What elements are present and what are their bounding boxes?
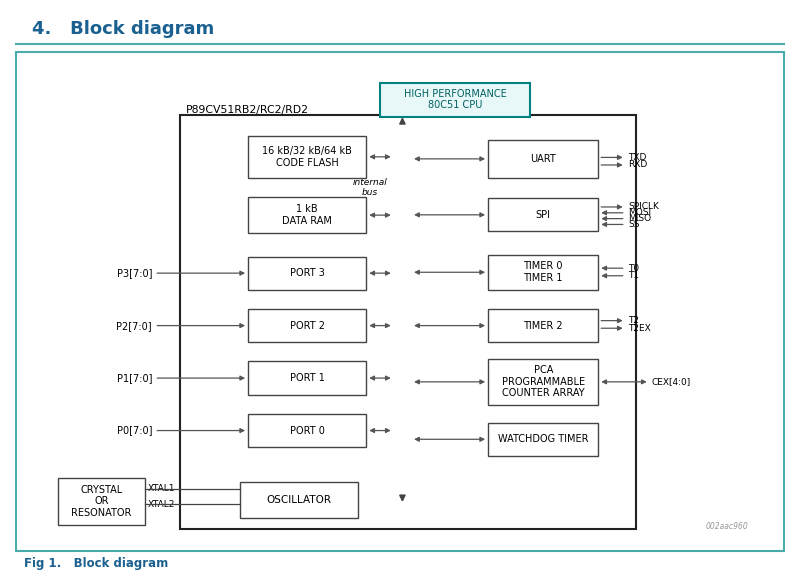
Text: MOSI: MOSI	[628, 208, 651, 217]
Bar	[394, 125, 411, 494]
Text: XTAL2: XTAL2	[148, 500, 175, 509]
Text: MISO: MISO	[628, 214, 651, 223]
Bar	[488, 198, 598, 231]
Text: SPI: SPI	[536, 210, 550, 220]
Text: PCA
PROGRAMMABLE
COUNTER ARRAY: PCA PROGRAMMABLE COUNTER ARRAY	[502, 366, 585, 398]
Bar	[16, 52, 784, 551]
Bar	[180, 115, 636, 529]
Bar	[248, 414, 366, 447]
Text: 1 kB
DATA RAM: 1 kB DATA RAM	[282, 204, 332, 226]
Bar	[488, 359, 598, 405]
Text: SS: SS	[628, 220, 639, 229]
Text: WATCHDOG TIMER: WATCHDOG TIMER	[498, 434, 589, 444]
Bar	[58, 478, 145, 525]
Text: Fig 1.   Block diagram: Fig 1. Block diagram	[24, 557, 168, 570]
Text: 16 kB/32 kB/64 kB
CODE FLASH: 16 kB/32 kB/64 kB CODE FLASH	[262, 146, 352, 168]
Text: PORT 0: PORT 0	[290, 426, 325, 436]
Bar	[488, 140, 598, 178]
Bar	[380, 83, 530, 117]
Text: PORT 3: PORT 3	[290, 268, 325, 278]
Text: P0[7:0]: P0[7:0]	[117, 426, 152, 436]
Text: CEX[4:0]: CEX[4:0]	[652, 377, 691, 387]
Text: internal
bus: internal bus	[353, 178, 387, 198]
Bar	[248, 197, 366, 233]
Bar	[488, 309, 598, 342]
Bar	[488, 255, 598, 290]
Bar	[240, 482, 358, 518]
Text: P1[7:0]: P1[7:0]	[117, 373, 152, 383]
Text: TXD: TXD	[628, 153, 646, 162]
Text: TIMER 0
TIMER 1: TIMER 0 TIMER 1	[523, 261, 563, 283]
Text: HIGH PERFORMANCE
80C51 CPU: HIGH PERFORMANCE 80C51 CPU	[404, 89, 506, 111]
Bar	[248, 361, 366, 395]
Text: P3[7:0]: P3[7:0]	[117, 268, 152, 278]
Text: PORT 2: PORT 2	[290, 321, 325, 331]
Text: XTAL1: XTAL1	[148, 484, 175, 493]
Text: PORT 1: PORT 1	[290, 373, 325, 383]
Text: P89CV51RB2/RC2/RD2: P89CV51RB2/RC2/RD2	[186, 106, 309, 115]
Text: P2[7:0]: P2[7:0]	[116, 321, 152, 331]
Text: TIMER 2: TIMER 2	[523, 321, 563, 331]
Text: T0: T0	[628, 264, 639, 273]
Text: RXD: RXD	[628, 160, 647, 170]
Text: OSCILLATOR: OSCILLATOR	[266, 494, 332, 505]
Bar	[248, 257, 366, 290]
Bar	[248, 309, 366, 342]
Bar	[248, 136, 366, 178]
Text: CRYSTAL
OR
RESONATOR: CRYSTAL OR RESONATOR	[71, 485, 132, 518]
Bar	[488, 423, 598, 456]
Text: SPICLK: SPICLK	[628, 202, 659, 212]
Text: T2EX: T2EX	[628, 324, 650, 333]
Text: UART: UART	[530, 154, 556, 164]
Text: T1: T1	[628, 271, 639, 280]
Text: T2: T2	[628, 316, 639, 325]
Text: 002aac960: 002aac960	[706, 522, 748, 531]
Text: 4.   Block diagram: 4. Block diagram	[32, 20, 214, 38]
